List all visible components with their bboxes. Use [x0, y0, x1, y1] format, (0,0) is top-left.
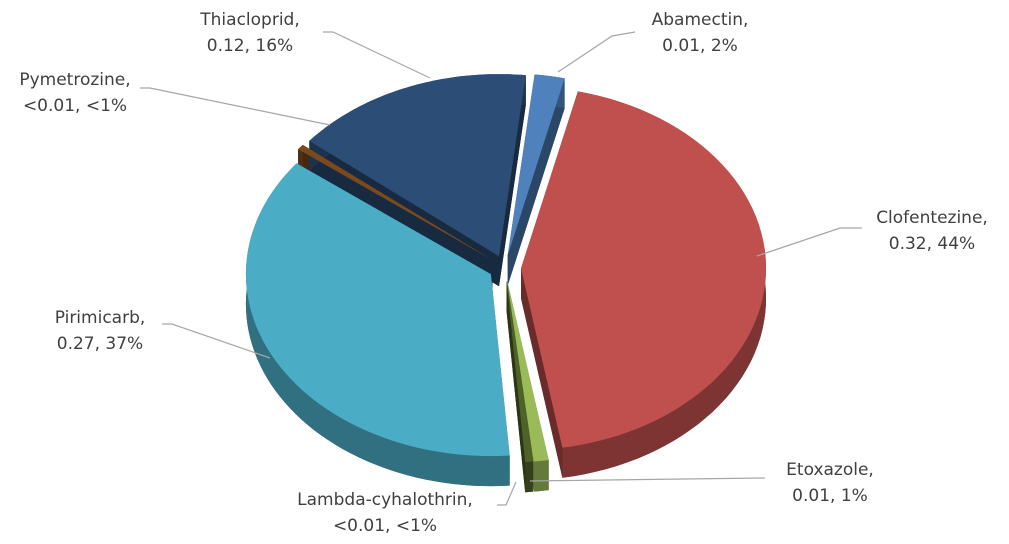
- pie-tops: [245, 74, 766, 463]
- value-label: <0.01, <1%: [23, 96, 127, 116]
- value-label: 0.12, 16%: [207, 36, 293, 56]
- value-label: 0.32, 44%: [889, 234, 975, 254]
- value-label: 0.01, 2%: [662, 36, 738, 56]
- category-label: Lambda-cyhalothrin,: [297, 490, 473, 510]
- slice-top: [298, 144, 493, 261]
- slice-top: [507, 74, 565, 256]
- slice-wall: [506, 280, 526, 493]
- category-label: Etoxazole,: [786, 460, 874, 480]
- slice-top: [506, 280, 533, 463]
- slice-edge: [245, 163, 510, 487]
- slice-edge: [562, 91, 766, 478]
- category-label: Thiacloprid,: [199, 10, 299, 30]
- slice-top: [507, 280, 549, 462]
- slice-top: [245, 163, 510, 457]
- value-label: <0.01, <1%: [333, 516, 437, 536]
- leader-line: [756, 227, 862, 257]
- category-label: Pirimicarb,: [55, 308, 146, 328]
- category-label: Abamectin,: [652, 10, 749, 30]
- value-label: 0.27, 37%: [57, 334, 143, 354]
- category-label: Pymetrozine,: [19, 70, 130, 90]
- category-label: Clofentezine,: [876, 208, 988, 228]
- slice-wall: [521, 268, 563, 478]
- slice-wall: [309, 140, 499, 287]
- leader-line: [140, 87, 331, 126]
- value-label: 0.01, 1%: [792, 486, 868, 506]
- leader-line: [497, 481, 517, 506]
- slice-edge: [533, 460, 549, 492]
- slice-top: [521, 91, 766, 448]
- slice-edge: [525, 461, 533, 493]
- slice-wall: [507, 78, 565, 286]
- slice-top: [309, 74, 526, 257]
- slice-wall: [499, 75, 526, 287]
- leader-line: [557, 31, 636, 73]
- leader-line: [529, 477, 766, 482]
- leader-line: [162, 323, 271, 359]
- leader-line: [323, 31, 431, 79]
